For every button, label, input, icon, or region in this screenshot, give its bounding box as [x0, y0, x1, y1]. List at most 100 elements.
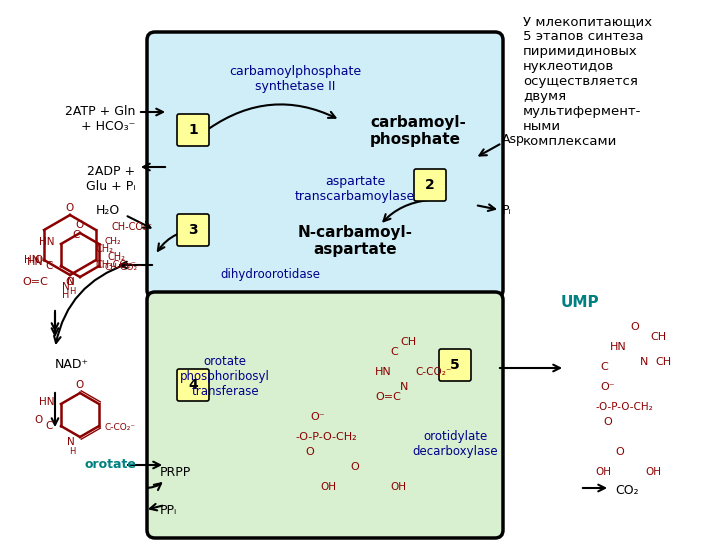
FancyArrowPatch shape	[127, 462, 160, 468]
Text: N: N	[400, 382, 408, 392]
FancyArrowPatch shape	[480, 144, 500, 156]
Text: NAD⁺: NAD⁺	[55, 359, 89, 372]
FancyArrowPatch shape	[582, 485, 605, 491]
Text: C: C	[600, 362, 608, 372]
FancyBboxPatch shape	[439, 349, 471, 381]
Text: C: C	[72, 230, 79, 240]
Text: CO₂: CO₂	[615, 483, 639, 496]
FancyArrowPatch shape	[210, 104, 336, 129]
Text: OH: OH	[390, 482, 406, 492]
Text: 3: 3	[188, 223, 198, 237]
Text: HN: HN	[40, 237, 55, 247]
FancyArrowPatch shape	[148, 483, 161, 490]
FancyArrowPatch shape	[384, 200, 427, 221]
Text: O: O	[76, 380, 84, 390]
Text: O: O	[305, 447, 314, 457]
Text: 4: 4	[188, 378, 198, 392]
Text: H: H	[68, 287, 75, 296]
Text: O: O	[76, 220, 84, 230]
Text: O⁻: O⁻	[600, 382, 615, 392]
Text: HN: HN	[375, 367, 392, 377]
Text: O: O	[615, 447, 624, 457]
Text: HN: HN	[27, 257, 43, 267]
Text: O=C: O=C	[22, 277, 48, 287]
Text: CH-CO₂⁻: CH-CO₂⁻	[112, 222, 153, 232]
FancyArrowPatch shape	[127, 216, 150, 228]
Text: 5: 5	[450, 358, 460, 372]
Text: carbamoylphosphate
synthetase II: carbamoylphosphate synthetase II	[229, 65, 361, 93]
Text: C: C	[45, 261, 53, 271]
Text: N: N	[67, 437, 75, 447]
FancyBboxPatch shape	[147, 292, 503, 538]
Text: C: C	[45, 421, 53, 431]
Text: N: N	[67, 277, 75, 287]
Text: 1: 1	[188, 123, 198, 137]
Text: O: O	[66, 277, 74, 287]
FancyArrowPatch shape	[54, 264, 127, 343]
FancyArrowPatch shape	[120, 262, 152, 268]
Text: O: O	[66, 203, 74, 213]
Text: OH: OH	[645, 467, 661, 477]
Text: CH₂: CH₂	[107, 252, 125, 262]
Text: CH: CH	[655, 357, 671, 367]
FancyArrowPatch shape	[52, 393, 58, 425]
Text: -O-P-O-CH₂: -O-P-O-CH₂	[295, 432, 356, 442]
Text: orotate
phosphoribosyl
transferase: orotate phosphoribosyl transferase	[180, 355, 270, 398]
Text: HN: HN	[24, 255, 40, 265]
FancyArrowPatch shape	[141, 109, 163, 116]
FancyArrowPatch shape	[478, 205, 495, 211]
Text: CH-CO₂⁻: CH-CO₂⁻	[95, 260, 136, 270]
Text: O=C: O=C	[375, 392, 401, 402]
Text: H₂O: H₂O	[96, 204, 120, 217]
Text: H: H	[62, 290, 69, 300]
FancyArrowPatch shape	[52, 311, 58, 335]
Text: CH₂: CH₂	[104, 238, 121, 246]
Text: N-carbamoyl-
aspartate: N-carbamoyl- aspartate	[297, 225, 413, 258]
Text: O: O	[35, 415, 43, 425]
Text: Asp: Asp	[502, 133, 525, 146]
Text: O: O	[350, 462, 359, 472]
Text: PRPP: PRPP	[160, 465, 192, 478]
FancyArrowPatch shape	[500, 364, 560, 372]
Text: 2: 2	[425, 178, 435, 192]
FancyBboxPatch shape	[147, 32, 503, 298]
FancyArrowPatch shape	[158, 230, 202, 251]
Text: OH: OH	[320, 482, 336, 492]
Text: CH₂: CH₂	[95, 244, 113, 254]
FancyArrowPatch shape	[150, 504, 162, 510]
FancyBboxPatch shape	[177, 369, 209, 401]
Text: Pᵢ: Pᵢ	[502, 204, 512, 217]
Text: H: H	[68, 448, 75, 456]
Text: O: O	[35, 255, 43, 265]
FancyBboxPatch shape	[177, 114, 209, 146]
FancyArrowPatch shape	[143, 164, 165, 170]
Text: C-CO₂⁻: C-CO₂⁻	[415, 367, 451, 377]
Text: aspartate
transcarbamoylase: aspartate transcarbamoylase	[295, 175, 415, 203]
Text: orotate: orotate	[84, 458, 136, 471]
Text: carbamoyl-
phosphate: carbamoyl- phosphate	[370, 115, 466, 147]
Text: 2ADP +
Glu + Pᵢ: 2ADP + Glu + Pᵢ	[86, 165, 135, 193]
Text: 2ATP + Gln
+ HCO₃⁻: 2ATP + Gln + HCO₃⁻	[65, 105, 135, 133]
Text: CH: CH	[650, 332, 666, 342]
Text: У млекопитающих
5 этапов синтеза
пиримидиновых
нуклеотидов
осуществляется
двумя
: У млекопитающих 5 этапов синтеза пиримид…	[523, 15, 652, 148]
Text: UMP: UMP	[561, 295, 599, 310]
Text: OH: OH	[595, 467, 611, 477]
Text: orotidylate
decarboxylase: orotidylate decarboxylase	[412, 430, 498, 458]
Text: PPᵢ: PPᵢ	[160, 503, 177, 516]
Text: C: C	[390, 347, 397, 357]
FancyArrowPatch shape	[52, 313, 58, 330]
Text: O: O	[630, 322, 639, 332]
Text: N: N	[640, 357, 649, 367]
Text: CH: CH	[400, 337, 416, 347]
FancyBboxPatch shape	[414, 169, 446, 201]
Text: O⁻: O⁻	[310, 412, 325, 422]
Text: C-CO₂⁻: C-CO₂⁻	[104, 423, 135, 433]
Text: N: N	[62, 282, 70, 292]
FancyBboxPatch shape	[177, 214, 209, 246]
Text: dihydroorotidase: dihydroorotidase	[220, 268, 320, 281]
Text: O: O	[603, 417, 612, 427]
Text: -O-P-O-CH₂: -O-P-O-CH₂	[595, 402, 653, 412]
Text: CH-CO₂⁻: CH-CO₂⁻	[104, 264, 142, 273]
Text: HN: HN	[610, 342, 626, 352]
Text: HN: HN	[40, 397, 55, 407]
